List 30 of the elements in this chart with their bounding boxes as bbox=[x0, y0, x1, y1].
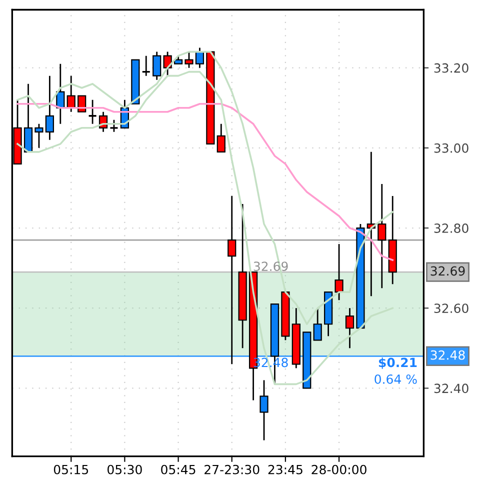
x-tick-label: 05:15 bbox=[54, 464, 88, 474]
candlestick bbox=[195, 47, 204, 69]
y-tick-label: 32.40 bbox=[434, 384, 468, 394]
y-tick-label: 32.80 bbox=[434, 223, 468, 233]
candlestick bbox=[378, 183, 386, 289]
candlestick bbox=[34, 123, 44, 149]
x-tick-label: 28-00:00 bbox=[312, 464, 366, 474]
x-tick-label: 27-23:30 bbox=[204, 464, 260, 474]
candlestick bbox=[109, 119, 119, 133]
candlestick bbox=[334, 243, 344, 301]
candlestick bbox=[142, 55, 151, 77]
annotation: 32.69 bbox=[254, 262, 288, 272]
candlestick bbox=[152, 51, 162, 81]
annotation: $0.21 bbox=[378, 358, 417, 369]
candlestick bbox=[88, 99, 98, 125]
y-tick-label: 33.00 bbox=[434, 143, 468, 153]
candlestick bbox=[345, 307, 354, 349]
x-tick-label: 23:45 bbox=[268, 464, 302, 474]
candlestick bbox=[216, 123, 226, 153]
annotation: 0.64 % bbox=[374, 374, 417, 384]
ref-line-label: 32.48 bbox=[430, 350, 465, 360]
x-tick-label: 05:45 bbox=[161, 464, 196, 474]
candlestick bbox=[45, 75, 54, 141]
y-tick-label: 32.60 bbox=[434, 304, 468, 314]
x-tick-label: 05:30 bbox=[108, 464, 142, 474]
y-tick-label: 33.20 bbox=[434, 63, 468, 73]
candlestick bbox=[313, 307, 322, 341]
ref-line-label: 32.69 bbox=[430, 266, 465, 276]
candlestick bbox=[184, 51, 194, 69]
candlestick bbox=[260, 379, 268, 441]
